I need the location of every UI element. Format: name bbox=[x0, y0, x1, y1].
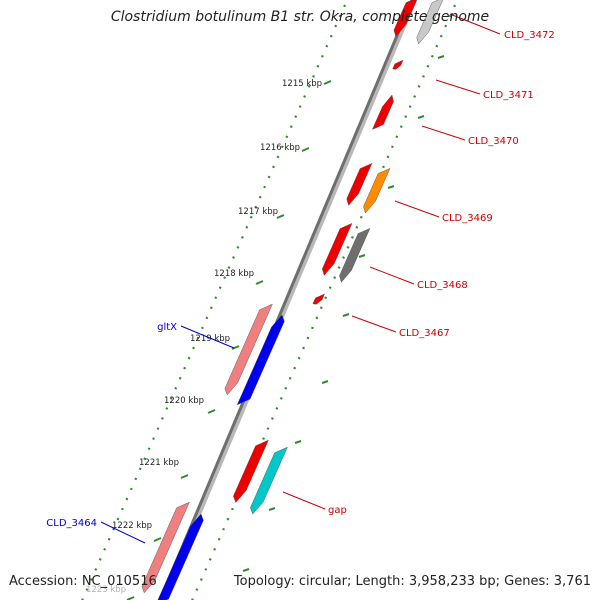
outer-tick-mark bbox=[417, 115, 425, 119]
topology-text: Topology: circular; Length: 3,958,233 bp… bbox=[233, 574, 591, 589]
label-leader-line bbox=[180, 325, 235, 349]
label-leader-line bbox=[449, 13, 501, 35]
gene-label: CLD_3467 bbox=[399, 328, 450, 339]
outer-tick-mark bbox=[358, 254, 366, 258]
tick-label: 1220 kbp bbox=[164, 396, 204, 406]
cds-bar-gap-cyan bbox=[250, 446, 288, 515]
outer-tick-mark bbox=[387, 185, 395, 189]
tick-mark bbox=[301, 147, 310, 152]
cds-bar-cld-3469-red bbox=[346, 162, 373, 206]
tick-mark bbox=[207, 409, 216, 414]
cds-bar-cld-3464-blue bbox=[157, 513, 204, 600]
cds-bar-cld-3468-gray bbox=[339, 227, 371, 283]
gene-label: gltX bbox=[157, 322, 177, 333]
tick-label: 1219 kbp bbox=[190, 334, 230, 344]
cds-bar-gltx-pink bbox=[224, 303, 273, 396]
cds-bar-cld-3470 bbox=[371, 94, 394, 130]
cds-bar-cld-3464-pink bbox=[141, 501, 190, 594]
label-leader-line bbox=[351, 315, 397, 333]
gene-label: CLD_3468 bbox=[417, 280, 468, 291]
cds-bar-cld-3472 bbox=[393, 0, 418, 38]
map-title: Clostridium botulinum B1 str. Okra, comp… bbox=[110, 9, 490, 25]
cds-bar-gap-red bbox=[233, 439, 269, 503]
tick-label: 1222 kbp bbox=[112, 521, 152, 531]
tick-label: 1215 kbp bbox=[282, 79, 322, 89]
tick-mark bbox=[323, 80, 332, 85]
outer-dotted-ring bbox=[191, 4, 457, 600]
outer-tick-mark bbox=[242, 568, 250, 572]
gene-label: CLD_3464 bbox=[46, 518, 97, 529]
outer-tick-mark bbox=[294, 440, 302, 444]
tick-label: 1218 kbp bbox=[214, 269, 254, 279]
gene-label: CLD_3471 bbox=[483, 90, 534, 101]
cds-bar-cld-3471 bbox=[392, 59, 404, 70]
outer-tick-mark bbox=[342, 313, 350, 317]
backbone-shadow bbox=[159, 0, 417, 600]
label-leader-line bbox=[100, 521, 146, 544]
genome-backbone bbox=[158, 0, 414, 600]
label-leader-line bbox=[369, 266, 415, 285]
label-leader-line bbox=[394, 200, 440, 218]
outer-tick-mark bbox=[321, 380, 329, 384]
gene-label: CLD_3470 bbox=[468, 136, 519, 147]
tick-label: 1221 kbp bbox=[139, 458, 179, 468]
cds-bar-gltx-blue bbox=[236, 314, 285, 406]
cds-bar-cld-3468-red bbox=[322, 222, 353, 276]
accession-text: Accession: NC_010516 bbox=[9, 574, 157, 589]
cds-bar-cld-3472-gray bbox=[416, 0, 444, 45]
label-leader-line bbox=[421, 125, 466, 141]
tick-mark bbox=[231, 345, 240, 350]
tick-mark bbox=[276, 214, 285, 219]
inner-dotted-ring bbox=[81, 4, 347, 600]
label-leader-line bbox=[435, 79, 481, 95]
label-leader-line bbox=[282, 491, 326, 510]
gene-label: gap bbox=[328, 505, 347, 516]
cds-bar-cld-3469-orange bbox=[363, 167, 391, 214]
gene-label: CLD_3472 bbox=[504, 30, 555, 41]
cds-bar-cld-3467 bbox=[312, 293, 325, 305]
outer-tick-mark bbox=[437, 55, 445, 59]
tick-label: 1217 kbp bbox=[238, 207, 278, 217]
outer-tick-mark bbox=[268, 507, 276, 511]
tick-mark bbox=[255, 280, 264, 285]
tick-mark bbox=[153, 537, 162, 542]
tick-label: 1216 kbp bbox=[260, 143, 300, 153]
gene-label: CLD_3469 bbox=[442, 213, 493, 224]
tick-mark bbox=[180, 474, 189, 479]
tick-label: 1223 kbp bbox=[86, 585, 126, 595]
